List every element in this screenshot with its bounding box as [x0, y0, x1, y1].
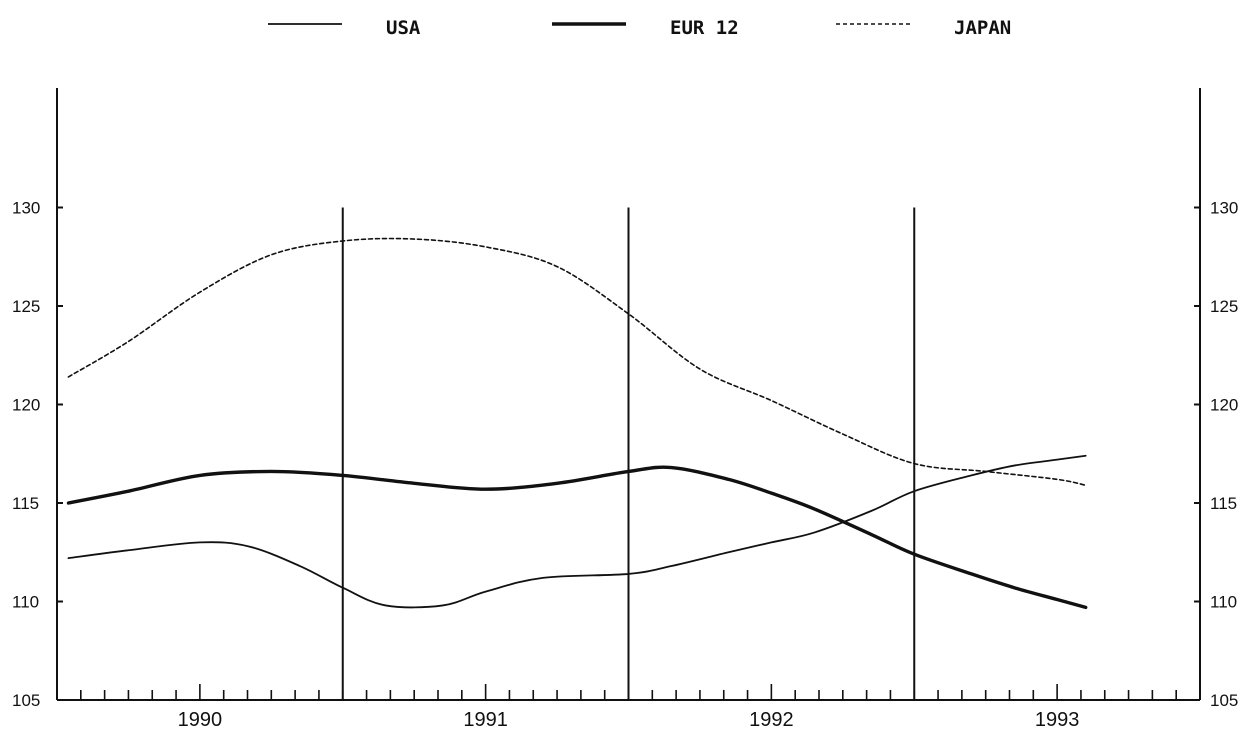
series-line-japan — [67, 237, 1087, 487]
y-tick-label-left: 105 — [12, 691, 40, 710]
x-tick-label: 1991 — [463, 709, 508, 731]
y-tick-label-right: 120 — [1210, 396, 1238, 415]
y-tick-label-right: 115 — [1210, 494, 1237, 513]
y-tick-label-right: 125 — [1210, 297, 1238, 316]
legend-label-japan: JAPAN — [954, 17, 1011, 39]
x-tick-label: 1990 — [178, 709, 223, 731]
y-tick-label-left: 115 — [12, 494, 39, 513]
series-lines — [66, 237, 1088, 610]
legend-label-eur-12: EUR 12 — [670, 17, 739, 39]
y-tick-label-right: 105 — [1210, 691, 1238, 710]
legend: USA EUR 12 JAPAN — [268, 17, 1011, 39]
y-tick-label-left: 130 — [12, 199, 40, 218]
y-tick-label-right: 130 — [1210, 199, 1238, 218]
x-minor-ticks — [80, 684, 1177, 700]
y-tick-label-left: 125 — [12, 297, 40, 316]
series-line-usa — [67, 454, 1087, 609]
y-tick-label-left: 120 — [12, 396, 40, 415]
tick-labels: 105 105 110 110 115 115 120 120 125 125 130 130 1990… — [12, 199, 1238, 732]
x-tick-label: 1993 — [1035, 709, 1080, 731]
x-tick-label: 1992 — [749, 709, 794, 731]
legend-label-usa: USA — [386, 17, 421, 39]
series-line-eur-12 — [66, 465, 1088, 610]
y-tick-label-left: 110 — [12, 593, 39, 612]
year-dividers — [341, 207, 916, 700]
y-tick-label-right: 110 — [1210, 593, 1237, 612]
